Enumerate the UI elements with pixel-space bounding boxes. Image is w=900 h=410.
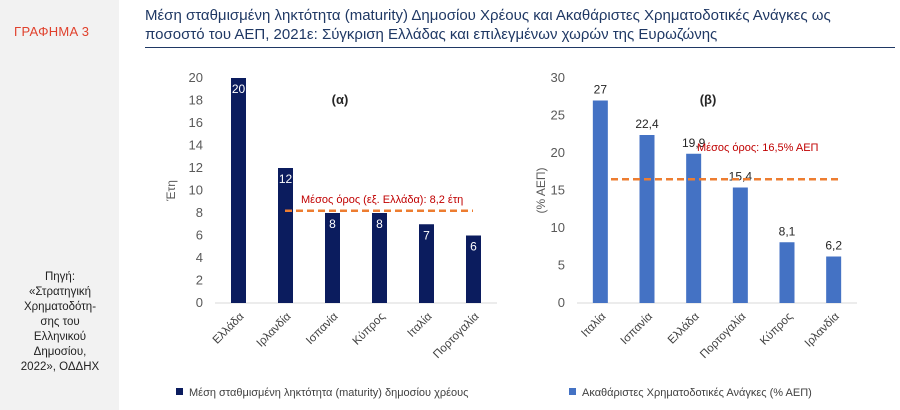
bar [592, 100, 608, 303]
x-tick-label: Ιταλία [405, 310, 434, 339]
legend-label: Ακαθάριστες Χρηματοδοτικές Ανάγκες (% ΑΕ… [582, 387, 812, 399]
y-tick-label: 12 [189, 160, 203, 175]
y-tick-label: 18 [189, 93, 203, 108]
source-note: Πηγή: «Στρατηγική Χρηματοδότη- σης του Ε… [4, 270, 116, 375]
data-label: 8,1 [779, 224, 796, 238]
y-axis-label: (% ΑΕΠ) [534, 167, 548, 213]
source-line: Χρηματοδότη- [23, 301, 97, 313]
y-tick-label: 14 [189, 138, 203, 153]
sidebar-panel: ΓΡΑΦΗΜΑ 3 Πηγή: «Στρατηγική Χρηματοδότη-… [0, 0, 119, 410]
chart-financing-needs: 0 5 10 15 20 25 30 (% ΑΕΠ) (β) 27 Ιταλία 22,4 Ισπανί… [534, 70, 857, 399]
data-label: 6,2 [825, 239, 842, 253]
average-reference-label: Μέσος όρος (εξ. Ελλάδα): 8,2 έτη [301, 194, 463, 206]
title-divider [145, 47, 895, 48]
bar [826, 256, 842, 303]
x-tick-label: Κύπρος [351, 310, 388, 347]
x-tick-label: Ελλάδα [211, 310, 247, 346]
legend-label: Μέση σταθμισμένη ληκτότητα (maturity) δη… [189, 387, 468, 399]
source-line: Ελληνικού [33, 331, 87, 343]
figure-title-line: ποσοστό του ΑΕΠ, 2021ε: Σύγκριση Ελλάδας… [145, 26, 718, 43]
y-axis-label: Έτη [164, 180, 178, 202]
data-label: 12 [279, 172, 293, 186]
x-tick-label: Πορτογαλία [431, 310, 482, 361]
source-line: Δημοσίου, [33, 346, 87, 358]
y-tick-label: 10 [189, 183, 203, 198]
bar [639, 135, 655, 303]
source-line: Πηγή: [44, 271, 76, 283]
source-line: «Στρατηγική [28, 286, 92, 298]
y-tick-label: 25 [551, 108, 565, 123]
panel-label: (β) [700, 92, 717, 107]
bar [686, 153, 702, 303]
y-tick-label: 20 [551, 145, 565, 160]
x-tick-label: Κύπρος [758, 310, 795, 347]
y-tick-label: 0 [196, 295, 203, 310]
bar [231, 78, 246, 303]
y-tick-label: 8 [196, 205, 203, 220]
data-label: 19,9 [682, 136, 706, 150]
x-tick-label: Ιρλανδία [255, 310, 294, 349]
y-tick-label: 6 [196, 228, 203, 243]
bar [466, 235, 481, 303]
bar [372, 213, 387, 303]
data-label: 20 [232, 82, 246, 96]
panel-label: (α) [332, 92, 349, 107]
x-tick-label: Ιρλανδία [803, 310, 842, 349]
figure-title-line: Μέση σταθμισμένη ληκτότητα (maturity) Δη… [145, 7, 831, 24]
figure-title: Μέση σταθμισμένη ληκτότητα (maturity) Δη… [145, 6, 895, 44]
data-label: 8 [376, 217, 383, 231]
y-tick-label: 0 [558, 295, 565, 310]
y-tick-label: 10 [551, 220, 565, 235]
y-tick-label: 5 [558, 258, 565, 273]
data-label: 22,4 [635, 117, 659, 131]
x-tick-label: Ελλάδα [666, 310, 702, 346]
legend-swatch [176, 388, 183, 395]
bar [779, 242, 795, 303]
bar [732, 187, 748, 303]
data-label: 6 [470, 240, 477, 254]
y-tick-label: 2 [196, 273, 203, 288]
y-tick-label: 16 [189, 115, 203, 130]
y-tick-label: 4 [196, 250, 203, 265]
data-label: 15,4 [729, 170, 753, 184]
bar [278, 168, 293, 303]
average-reference-label: Μέσος όρος: 16,5% ΑΕΠ [697, 142, 819, 154]
x-tick-label: Ισπανία [304, 310, 341, 347]
x-tick-label: Ισπανία [619, 310, 656, 347]
y-tick-label: 20 [189, 70, 203, 85]
source-line: 2022», ΟΔΔΗΧ [20, 361, 100, 373]
x-tick-label: Ιταλία [579, 310, 608, 339]
source-line: σης του [40, 316, 80, 328]
x-tick-label: Πορτογαλία [698, 310, 749, 361]
chart-maturity: 0 2 4 6 8 10 12 14 16 18 20 Έτη (α) 20 Ελλάδα 12 Ιρλανδί… [164, 70, 497, 399]
data-label: 8 [329, 217, 336, 231]
bar [419, 224, 434, 303]
data-label: 7 [423, 228, 430, 242]
data-label: 27 [594, 83, 608, 97]
bar [325, 213, 340, 303]
figure-number-label: ΓΡΑΦΗΜΑ 3 [14, 24, 90, 39]
legend-swatch [569, 388, 576, 395]
y-tick-label: 30 [551, 70, 565, 85]
y-tick-label: 15 [551, 183, 565, 198]
